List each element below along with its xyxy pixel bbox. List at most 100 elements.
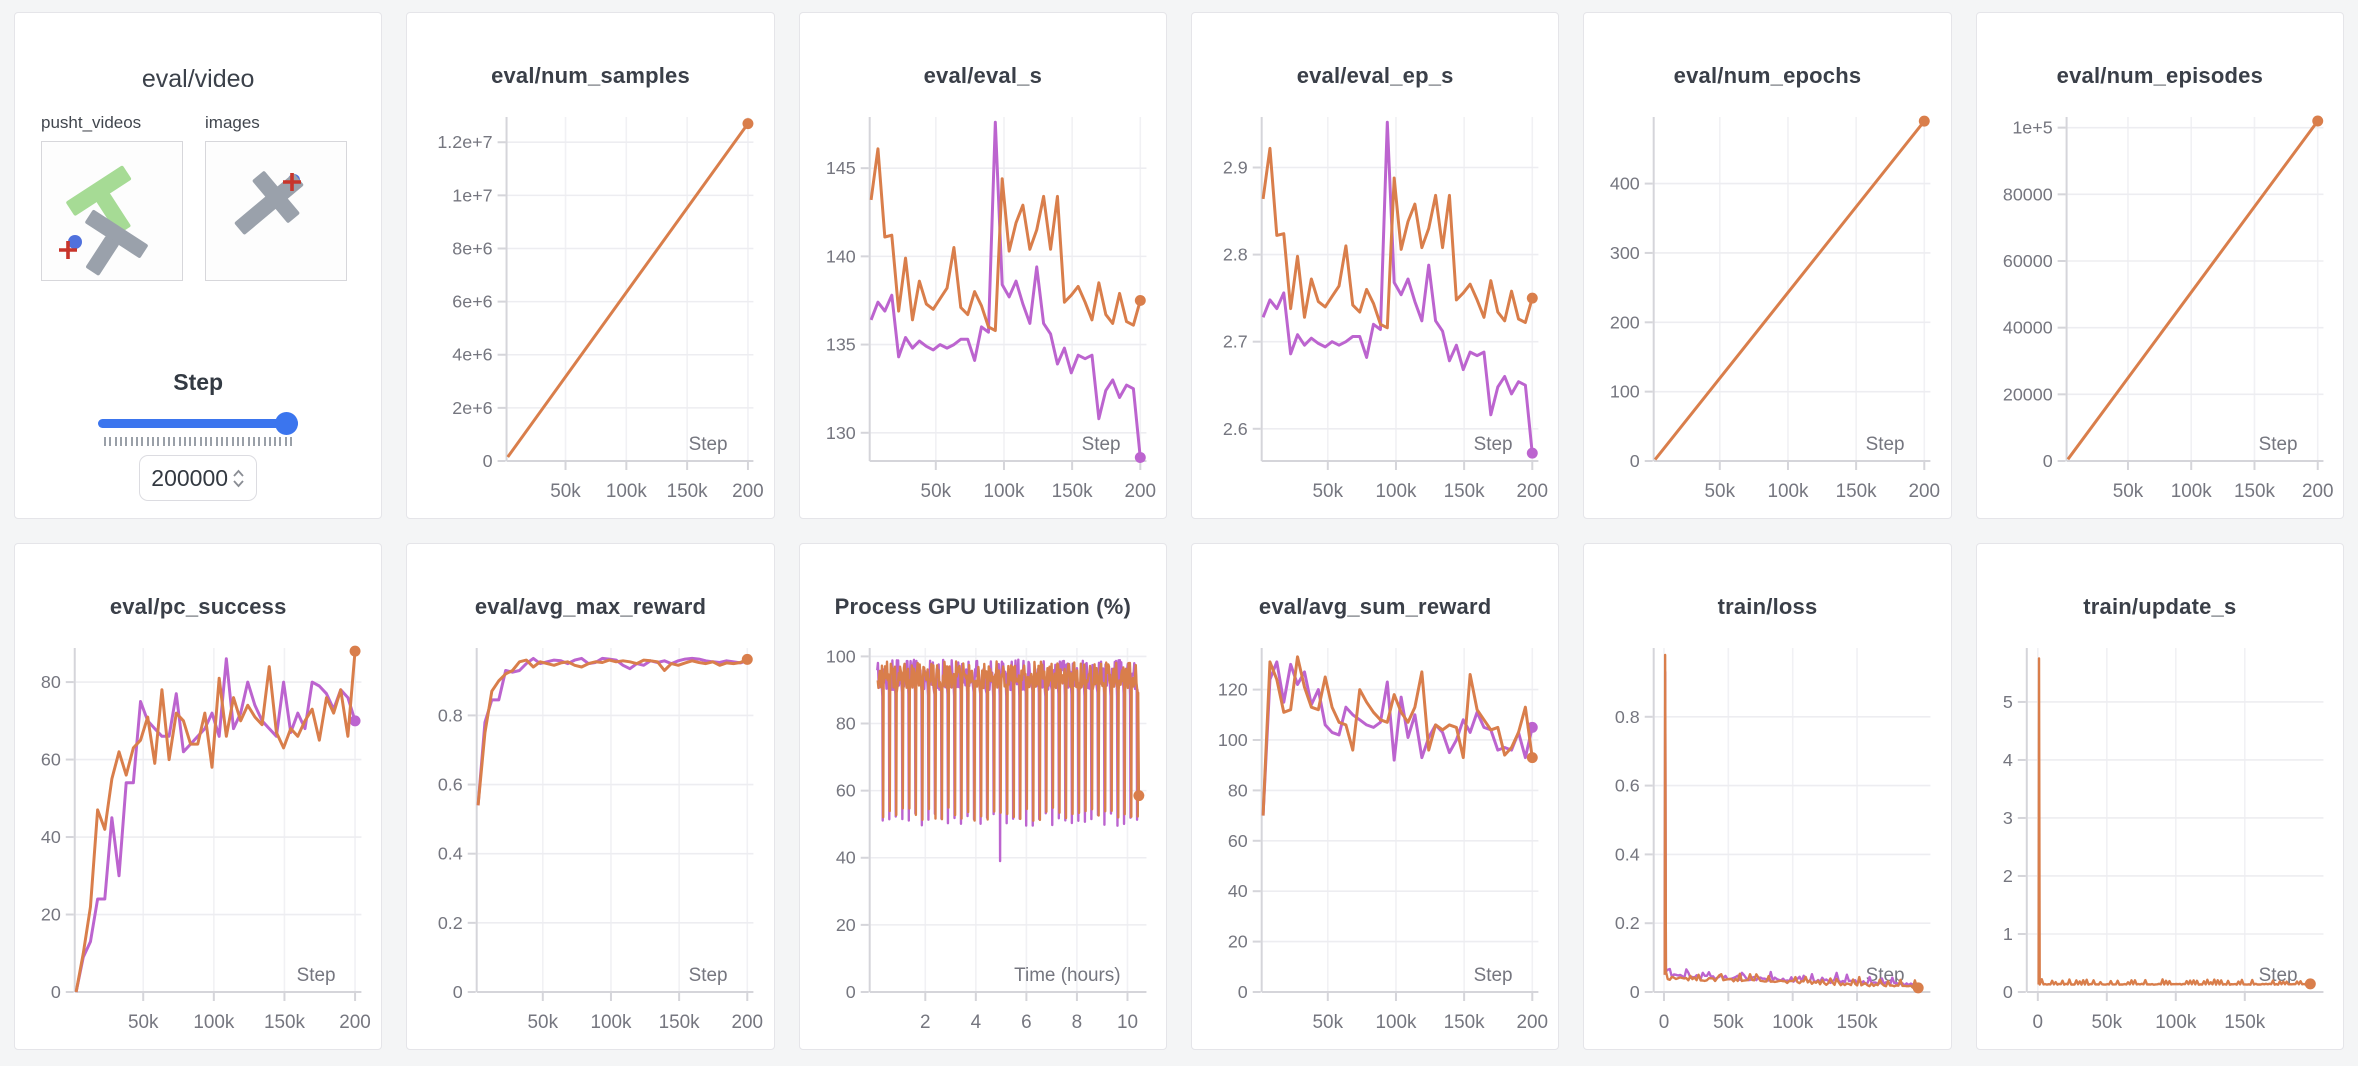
x-axis-label: Step (689, 434, 728, 455)
x-tick-label: 150k (1051, 481, 1093, 502)
x-axis-label: Step (2258, 434, 2297, 455)
y-tick-label: 20 (835, 915, 855, 935)
y-tick-label: 0 (2042, 451, 2052, 471)
slider-track[interactable] (98, 419, 299, 428)
series-end-marker-orange (1134, 294, 1146, 306)
slider-ticks (104, 437, 293, 446)
chart-canvas[interactable]: 0 100 200 300 400 50k 100k 150k 200 Step (1584, 13, 1950, 519)
y-tick-label: 8e+6 (453, 238, 493, 258)
y-tick-label: 0.4 (438, 844, 463, 864)
x-tick-label: 50k (528, 1012, 559, 1033)
x-tick-label: 100k (983, 481, 1025, 502)
y-tick-label: 0 (1630, 982, 1640, 1002)
block-tee-icon (85, 210, 148, 276)
chart-panel-eval-num-episodes: eval/num_episodes 0 20000 40000 60000 80000 1… (1975, 12, 2344, 519)
step-value[interactable]: 200000 (151, 464, 229, 491)
chart-canvas[interactable]: 130 135 140 145 50k 100k 150k 200 Step (800, 13, 1166, 519)
chevron-down-icon[interactable] (232, 479, 245, 488)
x-tick-label: 200 (1517, 1012, 1549, 1033)
slider-knob[interactable] (275, 412, 299, 435)
chart-canvas[interactable]: 0 20000 40000 60000 80000 1e+5 50k 100k 150k 200 S… (1977, 13, 2343, 519)
x-tick-label: 50k (2091, 1012, 2122, 1033)
y-tick-label: 200 (1610, 312, 1640, 332)
x-tick-label: 50k (2112, 481, 2143, 502)
series-line-orange (1261, 655, 1534, 816)
chart-canvas[interactable]: 0 1 2 3 4 5 0 50k 100k 150k Step (1977, 544, 2343, 1050)
x-tick-label: 150k (1444, 1012, 1486, 1033)
media-pusht-videos: pusht_videos (41, 113, 183, 281)
chart-canvas[interactable]: 0 2e+6 4e+6 6e+6 8e+6 1e+7 1.2e+7 50k 100k 150k 20… (407, 13, 773, 519)
chart-panel-eval-avg-sum-reward: eval/avg_sum_reward 0 20 40 60 80 100 120 50k 10… (1191, 543, 1560, 1050)
chart-panel-eval-eval-ep-s: eval/eval_ep_s 2.6 2.7 2.8 2.9 50k 100k 150k 20… (1191, 12, 1560, 519)
y-tick-label: 0 (483, 451, 493, 471)
chart-canvas[interactable]: 2.6 2.7 2.8 2.9 50k 100k 150k 200 Step (1192, 13, 1558, 519)
series-end-marker-orange (349, 645, 361, 657)
y-tick-label: 60 (1228, 831, 1248, 851)
chart-canvas[interactable]: 0 0.2 0.4 0.6 0.8 0 50k 100k 150k Step (1584, 544, 1950, 1050)
chart-panel-train-loss: train/loss 0 0.2 0.4 0.6 0.8 0 50k 100k 150k Step (1583, 543, 1952, 1050)
x-tick-label: 100k (1768, 481, 1810, 502)
x-tick-label: 100k (1375, 1012, 1417, 1033)
x-tick-label: 150k (1444, 481, 1486, 502)
y-tick-label: 100 (1218, 730, 1248, 750)
x-axis-label: Step (1866, 965, 1905, 986)
target-cross-icon (59, 241, 77, 259)
x-tick-label: 8 (1071, 1012, 1082, 1033)
x-tick-label: 200 (2302, 481, 2334, 502)
x-tick-label: 100k (193, 1012, 235, 1033)
video-thumbnail[interactable] (41, 141, 183, 281)
y-tick-label: 2.9 (1223, 157, 1248, 177)
series-line-orange (74, 650, 357, 993)
step-slider[interactable] (98, 411, 299, 435)
y-tick-label: 400 (1610, 174, 1640, 194)
x-axis-label: Step (297, 965, 336, 986)
step-input[interactable]: 200000 (139, 455, 258, 501)
y-tick-label: 80 (835, 713, 855, 733)
y-tick-label: 40 (835, 848, 855, 868)
series-end-marker-orange (742, 118, 754, 130)
goal-tee-icon (66, 165, 132, 235)
series-line-purple (1261, 660, 1534, 816)
x-tick-label: 4 (970, 1012, 981, 1033)
chart-canvas[interactable]: 0 0.2 0.4 0.6 0.8 50k 100k 150k 200 Step (407, 544, 773, 1050)
media-images: images (205, 113, 347, 281)
chart-canvas[interactable]: 0 20 40 60 80 50k 100k 150k 200 Step (15, 544, 381, 1050)
pusht-scene-icon (59, 165, 148, 276)
media-label: pusht_videos (41, 113, 142, 132)
y-tick-label: 0.8 (1615, 707, 1640, 727)
y-tick-label: 2.7 (1223, 332, 1248, 352)
y-tick-label: 130 (826, 423, 856, 443)
x-tick-label: 50k (920, 481, 951, 502)
x-tick-label: 6 (1021, 1012, 1032, 1033)
x-tick-label: 150k (1836, 481, 1878, 502)
y-tick-label: 60000 (2003, 251, 2053, 271)
y-tick-label: 60 (41, 750, 61, 770)
chart-panel-eval-num-samples: eval/num_samples 0 2e+6 4e+6 6e+6 8e+6 1e+7 1.… (406, 12, 775, 519)
series-line-purple (1663, 670, 1916, 987)
y-tick-label: 2e+6 (453, 398, 493, 418)
y-tick-label: 135 (826, 335, 856, 355)
series-line-orange (2066, 120, 2319, 461)
chevron-up-icon[interactable] (232, 469, 245, 478)
x-tick-label: 10 (1117, 1012, 1138, 1033)
chart-canvas[interactable]: 0 20 40 60 80 100 2 4 6 8 10 Time (hours) (800, 544, 1166, 1050)
series-line-purple (1261, 120, 1534, 454)
x-tick-label: 100k (2155, 1012, 2197, 1033)
video-thumbnail[interactable] (205, 141, 347, 281)
chart-canvas[interactable]: 0 20 40 60 80 100 120 50k 100k 150k 200 Step (1192, 544, 1558, 1050)
panel-eval-video: eval/video pusht_videos (14, 12, 383, 519)
series-end-marker-purple (349, 715, 361, 727)
x-tick-label: 200 (733, 481, 765, 502)
y-tick-label: 0.2 (438, 913, 463, 933)
y-tick-label: 0 (51, 982, 61, 1002)
x-tick-label: 50k (128, 1012, 159, 1033)
series-end-marker-purple (1134, 451, 1146, 463)
y-tick-label: 4 (2003, 750, 2013, 770)
x-tick-label: 100k (1773, 1012, 1815, 1033)
x-axis-label: Time (hours) (1014, 965, 1120, 986)
stepper-chevrons (232, 469, 245, 488)
x-tick-label: 100k (591, 1012, 633, 1033)
x-tick-label: 200 (339, 1012, 371, 1033)
y-tick-label: 40 (1228, 881, 1248, 901)
y-tick-label: 1e+5 (2012, 118, 2052, 138)
